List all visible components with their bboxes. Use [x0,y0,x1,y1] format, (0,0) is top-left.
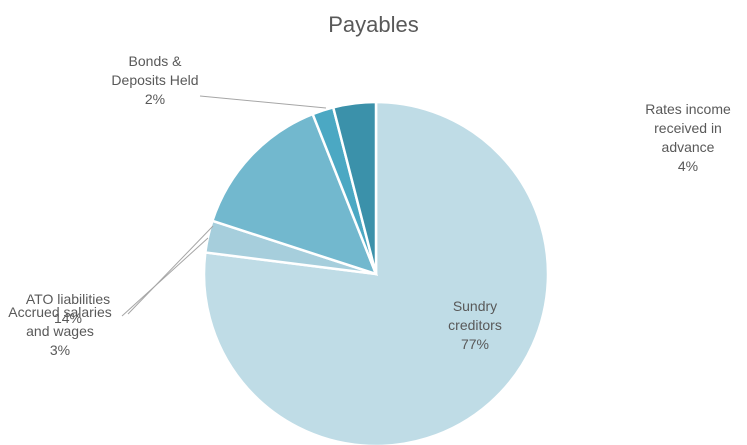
slice-name: Bonds & Deposits Held [111,53,199,88]
data-label: Accrued salaries and wages 3% [5,303,115,360]
leader-line [121,237,209,317]
pie-slice [202,100,550,445]
slice-value: 77% [460,336,490,352]
leader-line [127,225,214,315]
data-label: Rates income received in advance 4% [628,100,747,176]
leader-line [199,95,327,109]
slice-name: Accrued salaries and wages [8,304,112,339]
pie-slice [331,100,378,275]
slice-value: 4% [677,158,699,174]
data-label: Sundry creditors 77% [435,297,515,354]
data-label: Bonds & Deposits Held 2% [100,52,210,109]
slice-value: 3% [49,342,71,358]
slice-name: Rates income received in advance [645,101,731,155]
data-label: ATO liabilities 14% [5,290,131,328]
chart-title: Payables [328,12,419,37]
slice-value: 14% [53,310,83,326]
slice-value: 2% [144,91,166,107]
pie-slice [210,112,379,277]
slice-name: ATO liabilities [25,291,111,307]
slice-name: Sundry creditors [448,298,502,333]
